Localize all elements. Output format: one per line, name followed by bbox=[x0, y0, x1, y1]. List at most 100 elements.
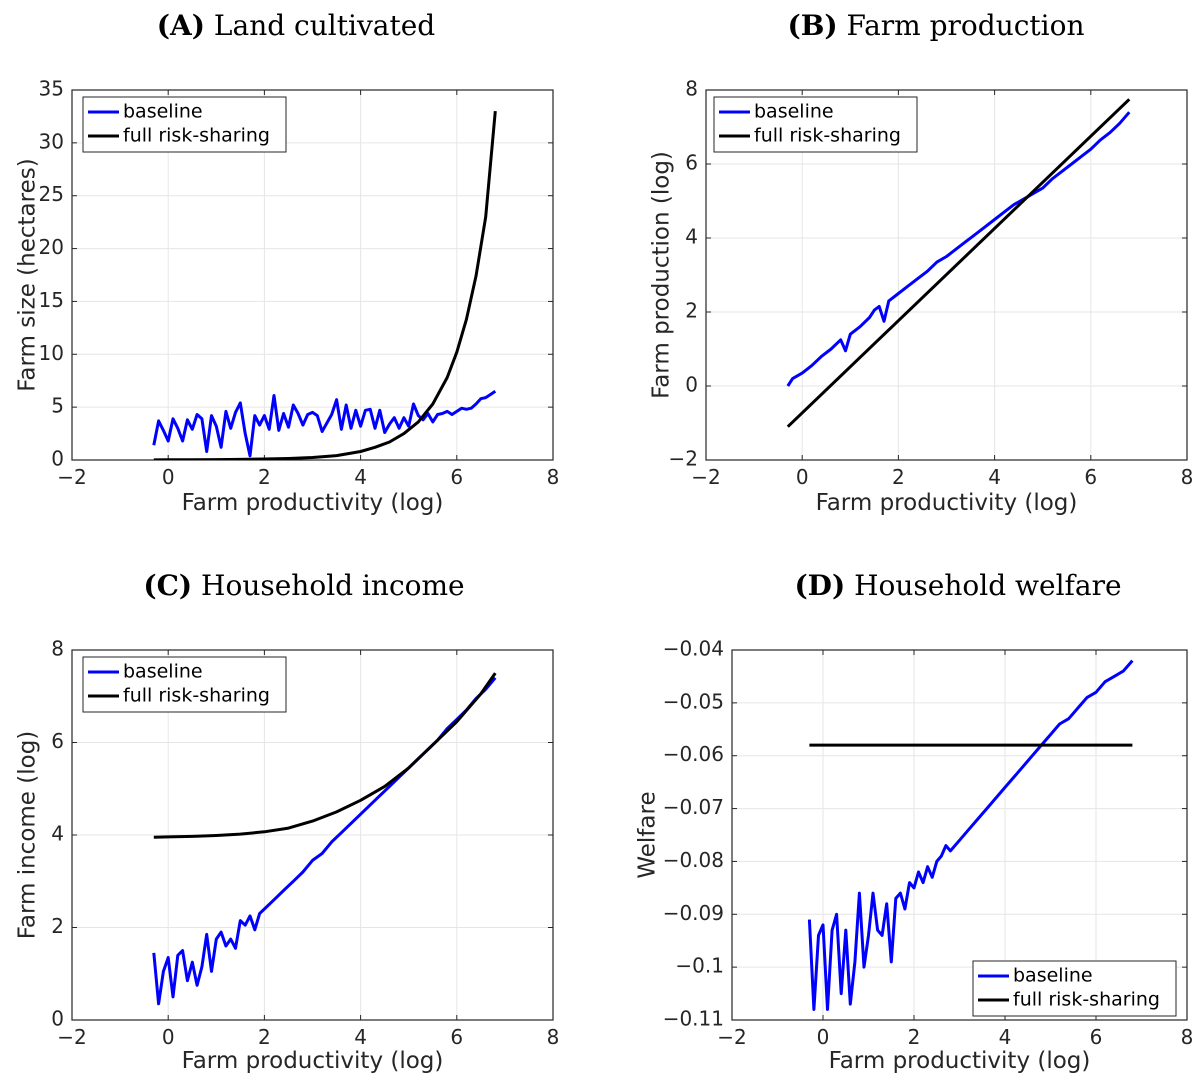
y-tick-label: 8 bbox=[51, 637, 64, 661]
x-tick-label: −2 bbox=[691, 465, 720, 489]
series-line-baseline bbox=[152, 390, 497, 458]
y-axis-label: Welfare bbox=[635, 791, 661, 878]
plot-frame bbox=[705, 89, 1188, 461]
legend-label: full risk-sharing bbox=[123, 125, 270, 147]
y-tick-label: 6 bbox=[51, 729, 64, 753]
x-tick-label: 8 bbox=[1181, 465, 1194, 489]
panel-title: (C) Household income bbox=[143, 569, 464, 602]
x-tick-label: 6 bbox=[450, 465, 463, 489]
y-tick-label: 0 bbox=[51, 447, 64, 471]
x-tick-label: 8 bbox=[547, 1025, 560, 1049]
legend-label: full risk-sharing bbox=[123, 685, 270, 707]
series-line-full-risk-sharing bbox=[153, 110, 497, 460]
legend-label: baseline bbox=[754, 101, 834, 123]
x-tick-label: 4 bbox=[999, 1025, 1012, 1049]
plot-frame bbox=[731, 649, 1188, 1021]
legend-box bbox=[82, 656, 287, 713]
x-tick-label: 8 bbox=[1181, 1025, 1194, 1049]
x-tick-label: 2 bbox=[892, 465, 905, 489]
panel-title-text: Farm production bbox=[838, 9, 1085, 42]
series-line-full-risk-sharing bbox=[786, 98, 1131, 428]
y-tick-label: 15 bbox=[39, 288, 64, 312]
y-tick-label: 4 bbox=[685, 225, 698, 249]
x-axis-label: Farm productivity (log) bbox=[182, 1048, 444, 1074]
panel-d: (D) Household welfare −2 0 2 4 6 8 −0.11 −0.1 −0.… bbox=[635, 569, 1194, 1075]
panel-a: (A) Land cultivated−2 0 2 4 6 805101520253035… bbox=[15, 9, 560, 517]
y-tick-label: 10 bbox=[39, 341, 64, 365]
y-tick-label: 5 bbox=[51, 394, 64, 418]
x-axis-label: Farm productivity (log) bbox=[816, 490, 1078, 516]
panel-label: (D) bbox=[794, 569, 845, 602]
legend-label: full risk-sharing bbox=[1013, 989, 1160, 1011]
panel-label: (C) bbox=[143, 569, 192, 602]
x-tick-label: −2 bbox=[57, 465, 86, 489]
y-tick-label: −0.04 bbox=[663, 637, 724, 661]
panel-label: (B) bbox=[787, 9, 837, 42]
x-tick-label: −2 bbox=[717, 1025, 746, 1049]
y-tick-label: −0.07 bbox=[663, 795, 724, 819]
legend-label: full risk-sharing bbox=[754, 125, 901, 147]
plot-frame bbox=[71, 89, 554, 461]
series-line-full-risk-sharing bbox=[153, 672, 497, 839]
y-axis-label: Farm income (log) bbox=[15, 731, 41, 940]
panel-title-text: Household welfare bbox=[845, 569, 1121, 602]
y-tick-label: −2 bbox=[669, 447, 698, 471]
x-tick-label: 0 bbox=[817, 1025, 830, 1049]
x-tick-label: 8 bbox=[547, 465, 560, 489]
series-line-baseline bbox=[152, 676, 497, 1006]
y-tick-label: 0 bbox=[685, 373, 698, 397]
series-line-baseline bbox=[786, 111, 1131, 387]
x-tick-label: 4 bbox=[354, 1025, 367, 1049]
y-tick-label: 35 bbox=[39, 77, 64, 101]
x-tick-label: 0 bbox=[162, 1025, 175, 1049]
x-tick-label: −2 bbox=[57, 1025, 86, 1049]
y-tick-label: 0 bbox=[51, 1007, 64, 1031]
y-axis-label: Farm production (log) bbox=[649, 151, 675, 399]
y-tick-label: 20 bbox=[39, 235, 64, 259]
x-tick-label: 6 bbox=[1084, 465, 1097, 489]
x-tick-label: 0 bbox=[162, 465, 175, 489]
panel-title-text: Household income bbox=[192, 569, 464, 602]
y-tick-label: −0.1 bbox=[675, 954, 724, 978]
x-axis-label: Farm productivity (log) bbox=[182, 490, 444, 516]
y-tick-label: −0.08 bbox=[663, 848, 724, 872]
panel-title: (B) Farm production bbox=[787, 9, 1084, 42]
x-tick-label: 4 bbox=[988, 465, 1001, 489]
x-tick-label: 6 bbox=[1090, 1025, 1103, 1049]
panel-label: (A) bbox=[157, 9, 205, 42]
legend-label: baseline bbox=[123, 661, 203, 683]
y-tick-label: 2 bbox=[51, 914, 64, 938]
legend-box bbox=[82, 96, 287, 153]
legend-label: baseline bbox=[123, 101, 203, 123]
panel-title: (D) Household welfare bbox=[794, 569, 1121, 602]
y-tick-label: 30 bbox=[39, 129, 64, 153]
y-tick-label: 2 bbox=[685, 299, 698, 323]
y-tick-label: 8 bbox=[685, 77, 698, 101]
y-tick-label: 6 bbox=[685, 151, 698, 175]
x-tick-label: 6 bbox=[450, 1025, 463, 1049]
panel-title-text: Land cultivated bbox=[205, 9, 435, 42]
x-tick-label: 2 bbox=[258, 1025, 271, 1049]
y-tick-label: −0.11 bbox=[663, 1007, 724, 1031]
x-tick-label: 0 bbox=[796, 465, 809, 489]
y-axis-label: Farm size (hectares) bbox=[15, 158, 41, 391]
y-tick-label: −0.05 bbox=[663, 689, 724, 713]
x-tick-label: 4 bbox=[354, 465, 367, 489]
x-tick-label: 2 bbox=[908, 1025, 921, 1049]
panel-b: (B) Farm production −2 0 2 4 6 8 −2 0 2 4 6 8 Farm pr… bbox=[649, 9, 1194, 517]
x-axis-label: Farm productivity (log) bbox=[829, 1048, 1091, 1074]
y-tick-label: 25 bbox=[39, 182, 64, 206]
legend-label: baseline bbox=[1013, 965, 1093, 987]
x-tick-label: 2 bbox=[258, 465, 271, 489]
series-line-baseline bbox=[807, 659, 1134, 1011]
panel-title: (A) Land cultivated bbox=[157, 9, 435, 42]
legend-box bbox=[713, 96, 918, 153]
y-tick-label: −0.09 bbox=[663, 901, 724, 925]
y-tick-label: 4 bbox=[51, 822, 64, 846]
